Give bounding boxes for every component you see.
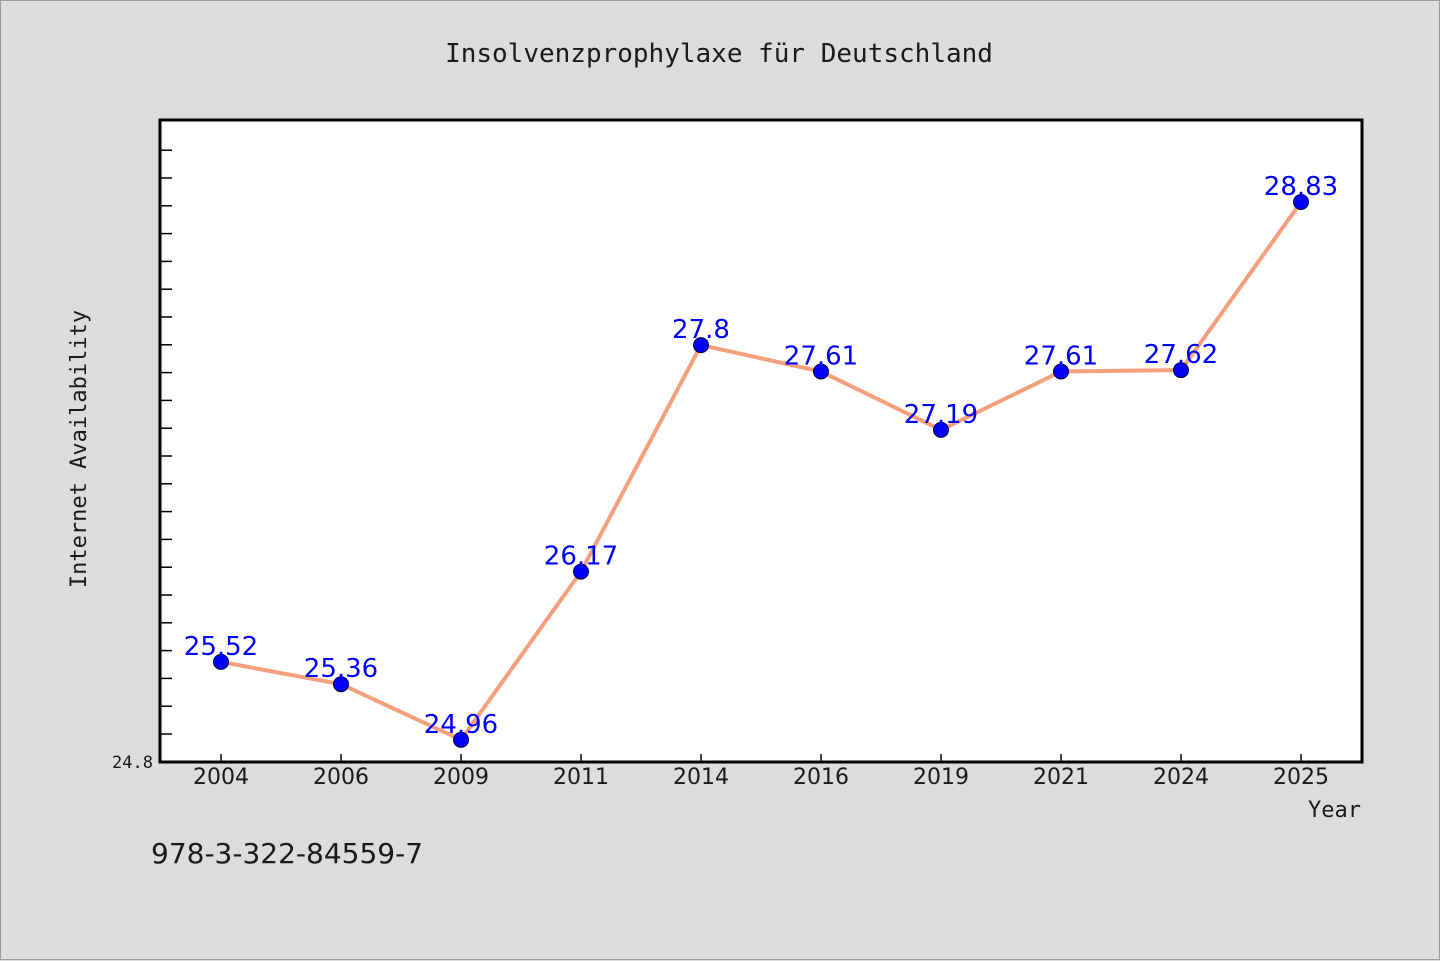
data-label: 28.83 — [1264, 172, 1338, 202]
data-label: 24.96 — [424, 710, 498, 740]
x-axis-ticks: 2004 2006 2009 2011 2014 2016 2019 2021 2024 2025 — [193, 754, 1329, 790]
y-axis-ticks — [160, 149, 172, 735]
data-label: 27.61 — [1024, 342, 1098, 372]
y-axis-label: Internet Availability — [67, 310, 92, 588]
data-label: 27.19 — [904, 400, 978, 430]
data-label: 27.8 — [672, 315, 730, 345]
x-tick-label: 2016 — [793, 765, 849, 790]
plot-area — [158, 118, 1364, 764]
chart-title: Insolvenzprophylaxe für Deutschland — [445, 39, 993, 69]
data-label: 25.36 — [304, 654, 378, 684]
data-label: 27.62 — [1144, 340, 1218, 370]
data-point — [813, 363, 829, 380]
data-point — [333, 676, 349, 693]
data-labels: 25.52 25.36 24.96 26.17 27.8 27.61 27.19 27.61 2… — [184, 172, 1338, 740]
data-point — [213, 653, 229, 670]
data-markers — [213, 194, 1309, 748]
x-tick-label: 2004 — [193, 765, 249, 790]
x-tick-label: 2019 — [913, 765, 969, 790]
data-point — [453, 731, 469, 748]
data-label: 25.52 — [184, 632, 258, 662]
x-tick-label: 2025 — [1273, 765, 1329, 790]
data-point — [573, 563, 589, 580]
x-tick-label: 2021 — [1033, 765, 1089, 790]
x-axis-label: Year — [1308, 798, 1361, 823]
x-tick-label: 2009 — [433, 765, 489, 790]
data-point — [693, 337, 709, 354]
data-point — [1173, 362, 1189, 379]
x-tick-label: 2011 — [553, 765, 609, 790]
data-label: 27.61 — [784, 342, 858, 372]
footnote-isbn: 978-3-322-84559-7 — [151, 837, 423, 870]
y-tick-label: 24.8 — [112, 753, 153, 773]
x-tick-label: 2024 — [1153, 765, 1209, 790]
x-tick-label: 2014 — [673, 765, 729, 790]
data-point — [1293, 194, 1309, 210]
data-point — [1053, 363, 1069, 380]
data-point — [933, 421, 949, 438]
x-tick-label: 2006 — [313, 765, 369, 790]
series-line — [219, 200, 1303, 742]
data-label: 26.17 — [544, 542, 618, 572]
